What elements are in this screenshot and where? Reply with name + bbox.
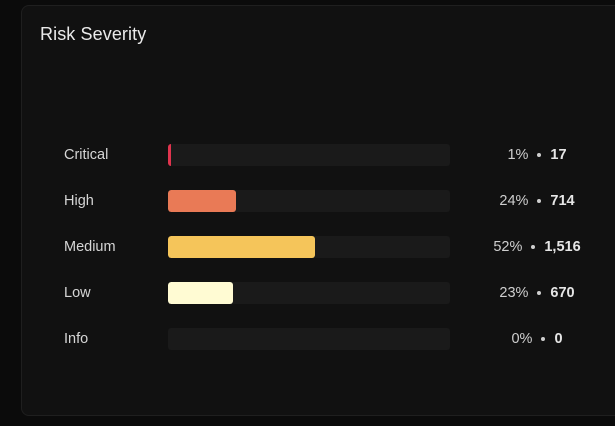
severity-stats: 24% 714 <box>462 193 612 209</box>
severity-percent: 1% <box>507 147 529 163</box>
severity-bar-track <box>168 190 450 212</box>
separator-dot-icon <box>537 199 542 203</box>
separator-dot-icon <box>537 291 542 295</box>
severity-percent: 24% <box>499 193 529 209</box>
severity-count: 714 <box>550 193 575 209</box>
separator-dot-icon <box>541 337 546 341</box>
severity-row-low: Low 23% 670 <box>22 282 615 304</box>
severity-count: 0 <box>554 331 563 347</box>
severity-bar-track <box>168 144 450 166</box>
severity-count: 17 <box>550 147 567 163</box>
severity-percent: 0% <box>511 331 533 347</box>
severity-label: Info <box>64 331 89 347</box>
severity-bar-fill <box>168 190 236 212</box>
severity-bar-fill <box>168 282 233 304</box>
separator-dot-icon <box>531 245 536 249</box>
severity-count: 1,516 <box>544 239 581 255</box>
severity-label: High <box>64 193 94 209</box>
severity-stats: 1% 17 <box>462 147 612 163</box>
severity-row-medium: Medium 52% 1,516 <box>22 236 615 258</box>
severity-bar-track <box>168 236 450 258</box>
severity-percent: 52% <box>493 239 523 255</box>
severity-stats: 0% 0 <box>462 331 612 347</box>
severity-stats: 52% 1,516 <box>462 239 612 255</box>
severity-bar-fill <box>168 236 315 258</box>
risk-severity-card: Risk Severity Critical 1% 17 High 24% 71… <box>21 5 615 416</box>
severity-bar-track <box>168 282 450 304</box>
severity-count: 670 <box>550 285 575 301</box>
severity-bar-track <box>168 328 450 350</box>
severity-percent: 23% <box>499 285 529 301</box>
separator-dot-icon <box>537 153 542 157</box>
severity-stats: 23% 670 <box>462 285 612 301</box>
severity-label: Low <box>64 285 91 301</box>
card-title: Risk Severity <box>40 24 147 44</box>
severity-row-info: Info 0% 0 <box>22 328 615 350</box>
severity-bar-fill <box>168 144 171 166</box>
severity-label: Medium <box>64 239 116 255</box>
severity-row-critical: Critical 1% 17 <box>22 144 615 166</box>
severity-label: Critical <box>64 147 109 163</box>
severity-row-high: High 24% 714 <box>22 190 615 212</box>
